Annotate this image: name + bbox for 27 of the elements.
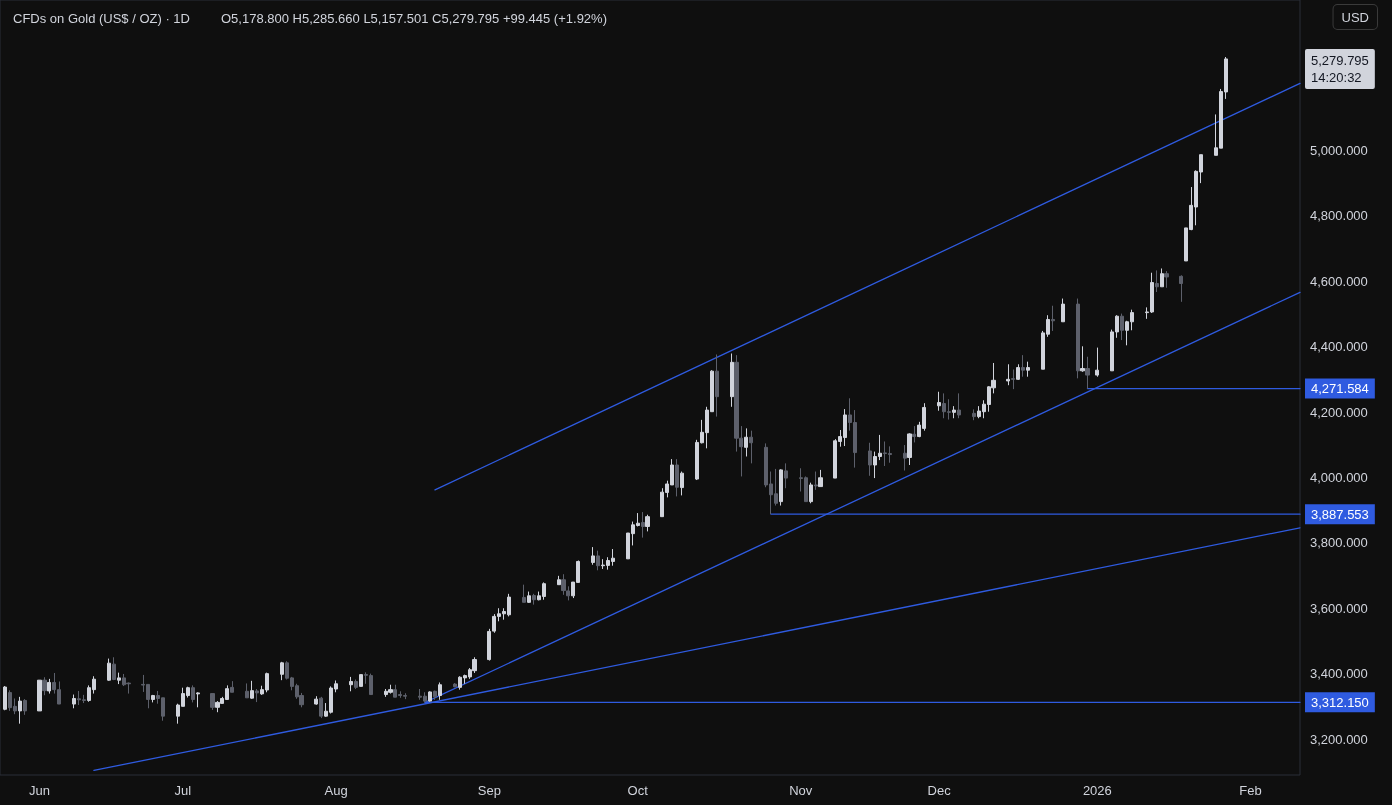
x-tick-label: Nov xyxy=(789,783,813,798)
x-tick-label: Oct xyxy=(627,783,649,798)
x-tick-label: Aug xyxy=(324,783,348,798)
x-tick-label: Sep xyxy=(477,783,501,798)
x-tick-label: Jun xyxy=(29,783,51,798)
y-axis-title: USD xyxy=(1341,10,1370,25)
y-tick-label: 3,800.000 xyxy=(1310,535,1368,551)
x-tick-label: Feb xyxy=(1239,783,1262,798)
y-tick-label: 4,600.000 xyxy=(1310,273,1368,289)
y-tick-label: 3,200.000 xyxy=(1310,731,1368,747)
x-tick-label: Jul xyxy=(174,783,192,798)
y-tick-label: 3,600.000 xyxy=(1310,600,1368,616)
y-tick-label: 3,400.000 xyxy=(1310,666,1368,682)
series-label: 3,312.150 xyxy=(1311,694,1369,710)
y-tick-label: 4,200.000 xyxy=(1310,404,1368,420)
series-label: 3,887.553 xyxy=(1311,506,1369,522)
y-tick-label: 4,000.000 xyxy=(1310,469,1368,485)
y-tick-label: 4,800.000 xyxy=(1310,208,1368,224)
text: 14:20:32 xyxy=(1311,69,1362,85)
x-tick-label: 2026 xyxy=(1082,783,1112,798)
x-tick-label: Dec xyxy=(927,783,952,798)
text: CFDs on Gold (US$ / OZ) · 1D xyxy=(13,11,190,26)
text: O5,178.800 H5,285.660 L5,157.501 C5,279.795 +99.445 (+1.92%) xyxy=(221,11,607,26)
y-tick-label: 4,400.000 xyxy=(1310,339,1368,355)
text: 5,279.795 xyxy=(1311,52,1369,68)
series-label: 4,271.584 xyxy=(1311,381,1369,397)
y-tick-label: 5,000.000 xyxy=(1310,142,1368,158)
